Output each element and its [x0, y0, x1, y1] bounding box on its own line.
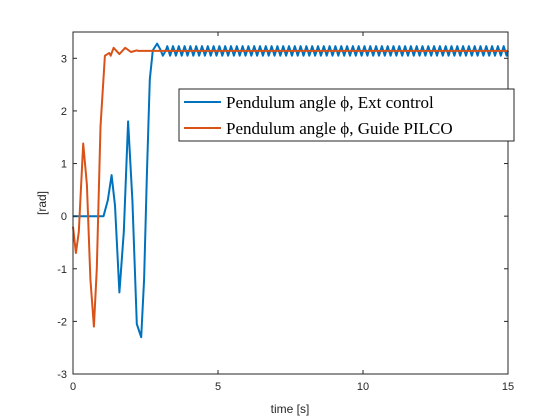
series-line-1: [73, 42, 509, 339]
y-tick-label: 1: [61, 159, 67, 171]
y-tick-label: 0: [61, 211, 67, 223]
plot-area-background: [73, 32, 508, 374]
x-axis-title: time [s]: [271, 402, 310, 416]
y-tick-label: 2: [61, 106, 67, 118]
y-tick-label: 3: [61, 53, 67, 65]
y-tick-label: -1: [57, 264, 67, 276]
y-tick-label: -3: [57, 369, 67, 381]
legend-box: [178, 88, 515, 142]
axes-box: [72, 31, 509, 375]
legend-label-1: Pendulum angle ϕ, Ext control: [226, 93, 434, 112]
y-axis-title: [rad]: [35, 191, 49, 215]
x-tick-label: 15: [502, 381, 514, 393]
x-tick-label: 10: [357, 381, 369, 393]
x-tick-label: 5: [215, 381, 221, 393]
legend: Pendulum angle ϕ, Ext control Pendulum an…: [178, 88, 515, 142]
legend-label-2: Pendulum angle ϕ, Guide PILCO: [226, 119, 453, 138]
series-layer: [72, 42, 509, 339]
x-tick-label: 0: [70, 381, 76, 393]
axes-layer: 0 5 10 15 -3 -2 -1 0 1 2 3: [57, 31, 514, 393]
y-tick-label: -2: [57, 316, 67, 328]
series-line-2: [72, 46, 508, 328]
